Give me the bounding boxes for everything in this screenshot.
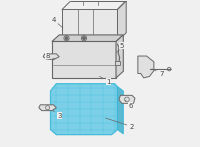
Polygon shape [52, 35, 123, 41]
Text: 4: 4 [51, 17, 63, 28]
Polygon shape [119, 95, 135, 103]
Polygon shape [138, 56, 154, 78]
Text: 3: 3 [53, 110, 61, 119]
Circle shape [65, 37, 68, 40]
Circle shape [83, 37, 85, 40]
Text: 2: 2 [106, 118, 134, 130]
Bar [52, 41, 116, 78]
Polygon shape [117, 87, 123, 134]
Text: 8: 8 [45, 53, 55, 59]
Polygon shape [39, 105, 56, 111]
Text: 5: 5 [116, 43, 124, 52]
Text: 6: 6 [125, 100, 133, 108]
Bar [115, 61, 120, 65]
Polygon shape [117, 1, 126, 41]
Polygon shape [43, 54, 59, 60]
Text: 1: 1 [100, 76, 111, 85]
Polygon shape [50, 84, 117, 135]
Text: 7: 7 [152, 69, 163, 76]
Bar [62, 9, 117, 41]
Polygon shape [116, 35, 123, 78]
